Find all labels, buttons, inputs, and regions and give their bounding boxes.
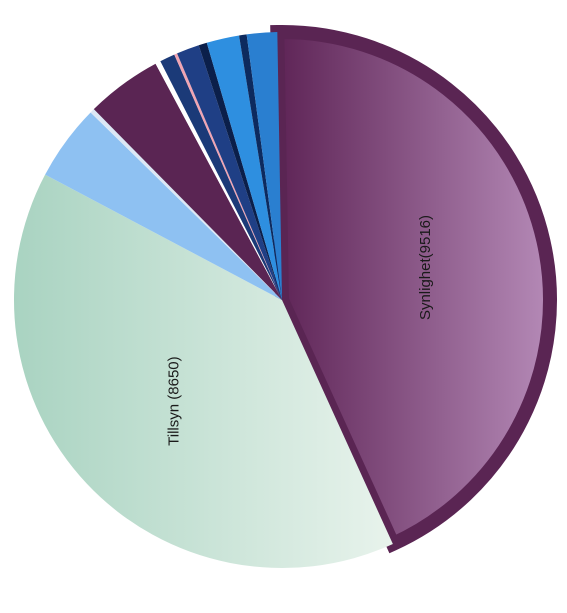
pie-slice-3	[90, 109, 282, 301]
slice-label-1: Tillsyn (8650)	[166, 356, 183, 445]
pie-slice-10	[206, 35, 282, 300]
pie-slice-0	[270, 25, 557, 554]
pie-slice-8	[177, 45, 282, 300]
pie-slice-7	[174, 53, 282, 300]
pie-slice-5	[155, 61, 282, 301]
pie-slice-4	[93, 63, 282, 300]
pie-slice-6	[160, 54, 282, 300]
pie-slice-2	[45, 112, 282, 300]
pie-slice-9	[198, 42, 282, 301]
pie-slice-11	[239, 34, 282, 301]
pie-slice-12	[246, 32, 282, 300]
pie-labels: Synlighet(9516) Tillsyn (8650)	[166, 215, 434, 446]
pie-slices	[13, 25, 557, 569]
slice-label-0: Synlighet(9516)	[417, 215, 434, 320]
pie-slice-1	[13, 174, 393, 569]
